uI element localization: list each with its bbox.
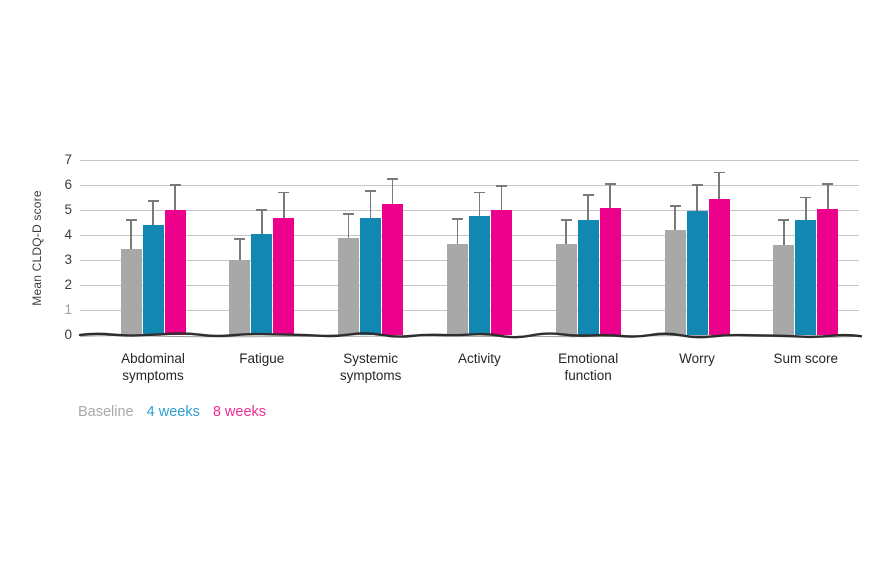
- legend-item: 4 weeks: [146, 404, 200, 420]
- error-bar-cap: [800, 196, 812, 199]
- bar: [686, 211, 708, 335]
- y-tick-label: 6: [64, 177, 72, 192]
- bar: [251, 233, 273, 335]
- legend: Baseline 4 weeks 8 weeks: [78, 404, 266, 420]
- error-bar-cap: [560, 219, 572, 221]
- y-tick-label: 0: [64, 327, 72, 342]
- bar: [795, 220, 817, 335]
- gridline: [80, 185, 859, 186]
- category-label: Emotional function: [558, 351, 619, 383]
- error-bar-line: [783, 220, 785, 245]
- error-bar-cap: [451, 217, 463, 220]
- error-bar-cap: [234, 237, 246, 240]
- error-bar-line: [478, 192, 481, 217]
- error-bar-line: [805, 197, 807, 220]
- bar: [338, 237, 360, 335]
- bar: [229, 260, 251, 335]
- error-bar-line: [718, 172, 720, 199]
- bar: [468, 216, 490, 335]
- y-tick-label: 7: [64, 152, 72, 167]
- bar: [599, 207, 621, 335]
- error-bar-cap: [822, 182, 834, 185]
- error-bar-line: [827, 183, 829, 209]
- error-bar-cap: [713, 171, 725, 174]
- category-label: Sum score: [773, 351, 839, 366]
- error-bar-cap: [604, 182, 616, 185]
- gridline: [80, 160, 859, 161]
- error-bar-line: [696, 185, 698, 212]
- error-bar-line: [609, 183, 611, 208]
- bar: [164, 210, 186, 335]
- error-bar-cap: [278, 191, 290, 194]
- bar: [708, 198, 730, 335]
- category-label: Fatigue: [239, 351, 285, 366]
- error-bar-cap: [495, 185, 507, 188]
- error-bar-cap: [669, 205, 681, 208]
- x-axis-baseline: [78, 332, 862, 339]
- y-tick-label: 1: [64, 302, 72, 317]
- error-bar-cap: [778, 219, 790, 221]
- error-bar-cap: [256, 209, 268, 211]
- error-bar-line: [674, 206, 676, 230]
- error-bar-line: [369, 191, 372, 218]
- error-bar-cap: [582, 194, 594, 196]
- error-bar-line: [174, 185, 176, 210]
- category-label: Activity: [458, 351, 501, 366]
- bar: [577, 220, 599, 335]
- bar: [817, 208, 839, 335]
- bar: [490, 210, 512, 335]
- error-bar-cap: [473, 191, 485, 194]
- error-bar-line: [456, 218, 459, 244]
- error-bar-cap: [125, 219, 137, 221]
- bar: [142, 225, 164, 335]
- y-tick-label: 5: [64, 202, 72, 217]
- category-label: Worry: [679, 351, 715, 366]
- y-tick-label: 3: [64, 252, 72, 267]
- error-bar-line: [565, 220, 567, 244]
- bar: [120, 248, 142, 335]
- bar: [446, 243, 468, 335]
- bar: [382, 203, 404, 335]
- error-bar-line: [587, 195, 589, 220]
- error-bar-line: [130, 220, 132, 249]
- bar: [360, 217, 382, 335]
- error-bar-line: [347, 213, 350, 238]
- bar: [273, 217, 295, 335]
- error-bar-cap: [691, 184, 703, 186]
- error-bar-line: [391, 178, 394, 204]
- error-bar-cap: [387, 177, 399, 180]
- error-bar-cap: [365, 190, 377, 193]
- error-bar-line: [239, 238, 241, 260]
- category-label: Systemic symptoms: [339, 351, 402, 383]
- error-bar-cap: [147, 200, 159, 203]
- legend-item: Baseline: [78, 404, 134, 420]
- bar: [773, 245, 795, 335]
- legend-item: 8 weeks: [212, 404, 267, 420]
- category-label: Abdominal symptoms: [121, 351, 185, 383]
- bar: [664, 230, 686, 335]
- y-tick-label: 2: [64, 277, 72, 292]
- error-bar-line: [500, 186, 503, 210]
- error-bar-line: [152, 201, 154, 225]
- error-bar-cap: [343, 212, 355, 215]
- error-bar-line: [261, 210, 263, 234]
- error-bar-cap: [169, 184, 181, 186]
- y-tick-label: 4: [64, 227, 72, 242]
- bar: [555, 243, 577, 335]
- error-bar-line: [283, 192, 285, 218]
- gridline: [80, 210, 859, 211]
